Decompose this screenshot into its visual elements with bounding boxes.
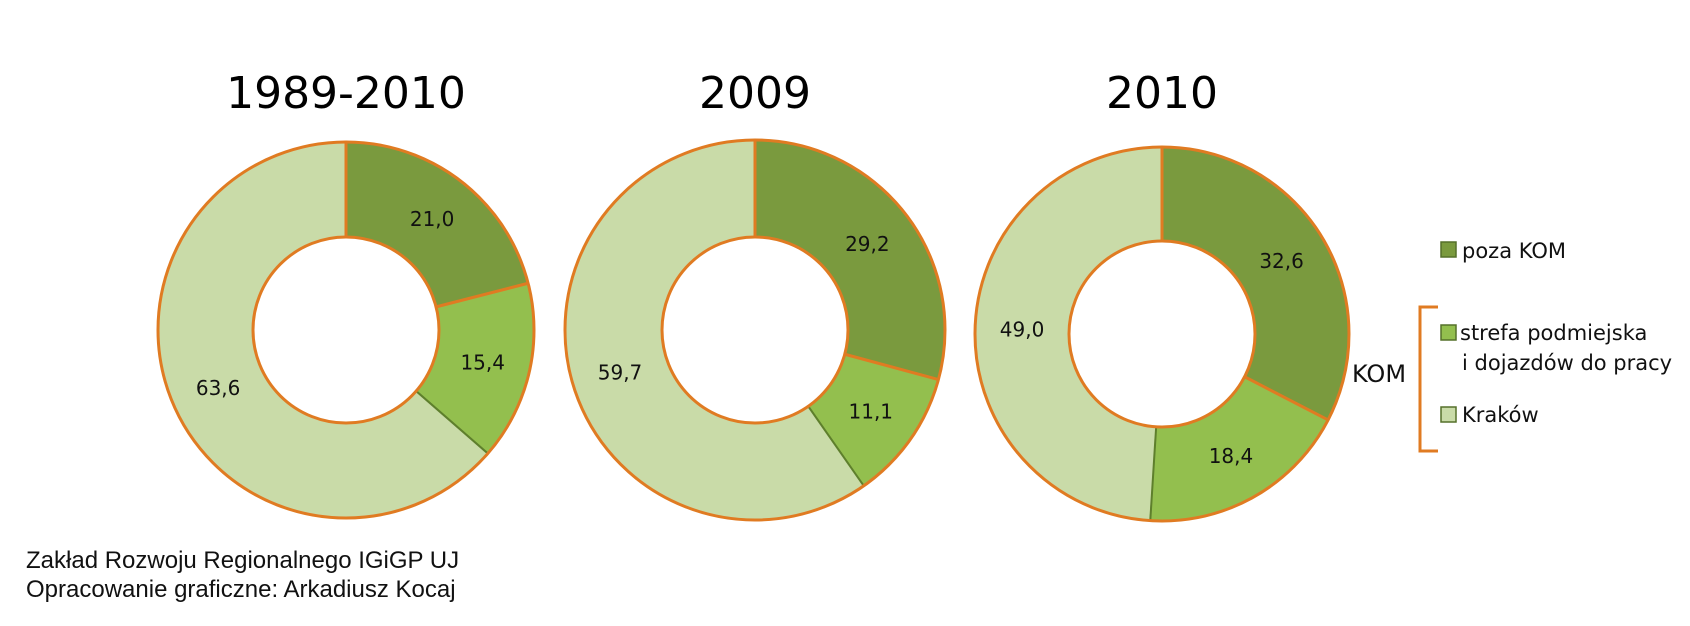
data-label-strefa: 18,4: [1209, 444, 1254, 468]
data-label-poza-kom: 29,2: [845, 232, 890, 256]
inner-hole: [251, 235, 441, 425]
slice-poza-kom: [755, 140, 945, 380]
slice-krakow: [565, 140, 864, 520]
chart-title: 2009: [699, 68, 811, 119]
slice-divider: [1149, 426, 1158, 521]
data-label-poza-kom: 32,6: [1259, 249, 1304, 273]
slice-strefa: [416, 283, 534, 454]
kom-bracket: [1418, 305, 1438, 453]
credits-line-1: Zakład Rozwoju Regionalnego IGiGP UJ: [26, 547, 460, 574]
slice-krakow: [157, 142, 488, 518]
outer-ring-outline: [973, 145, 1351, 523]
credits: Zakład Rozwoju Regionalnego IGiGP UJ Opr…: [26, 546, 459, 604]
legend-label-strefa-line2: i dojazdów do pracy: [1462, 351, 1672, 375]
slice-strefa: [1150, 376, 1329, 521]
donut-chart-2: 2009 29,2 11,1 59,7: [563, 68, 947, 522]
legend: poza KOM strefa podmiejska i dojazdów do…: [1352, 239, 1672, 453]
legend-swatch-strefa: [1440, 324, 1457, 341]
inner-hole: [660, 235, 850, 425]
slice-divider: [415, 390, 489, 455]
donut-chart-3: 2010 32,6 18,4 49,0: [973, 68, 1351, 523]
legend-swatch-poza-kom: [1440, 241, 1457, 258]
slice-divider: [844, 352, 939, 382]
kom-label: KOM: [1352, 360, 1406, 388]
charts-layer: 1989-2010 21,0 15,4 63,6 2009 29,2 11,1 59,7 201…: [156, 68, 1351, 523]
data-label-krakow: 63,6: [196, 376, 241, 400]
data-label-krakow: 59,7: [598, 360, 643, 384]
slice-divider: [807, 405, 865, 487]
legend-label-strefa: strefa podmiejska: [1460, 321, 1647, 345]
slice-poza-kom: [346, 142, 529, 307]
donut-chart-1: 1989-2010 21,0 15,4 63,6: [156, 68, 536, 520]
legend-swatch-krakow: [1440, 406, 1457, 423]
chart-title: 2010: [1106, 68, 1218, 119]
legend-label-krakow: Kraków: [1462, 403, 1539, 427]
credits-line-2: Opracowanie graficzne: Arkadiusz Kocaj: [26, 576, 456, 603]
slice-divider: [1243, 375, 1329, 422]
inner-hole: [1067, 239, 1257, 429]
outer-ring-outline: [156, 140, 536, 520]
slice-divider: [435, 281, 529, 309]
legend-label-poza-kom: poza KOM: [1462, 239, 1566, 263]
data-label-poza-kom: 21,0: [410, 207, 455, 231]
data-label-krakow: 49,0: [1000, 318, 1045, 342]
data-label-strefa: 11,1: [849, 399, 894, 423]
slice-strefa: [808, 354, 939, 486]
slice-poza-kom: [1162, 147, 1349, 420]
data-label-strefa: 15,4: [460, 350, 505, 374]
chart-title: 1989-2010: [226, 68, 466, 119]
outer-ring-outline: [563, 138, 947, 522]
